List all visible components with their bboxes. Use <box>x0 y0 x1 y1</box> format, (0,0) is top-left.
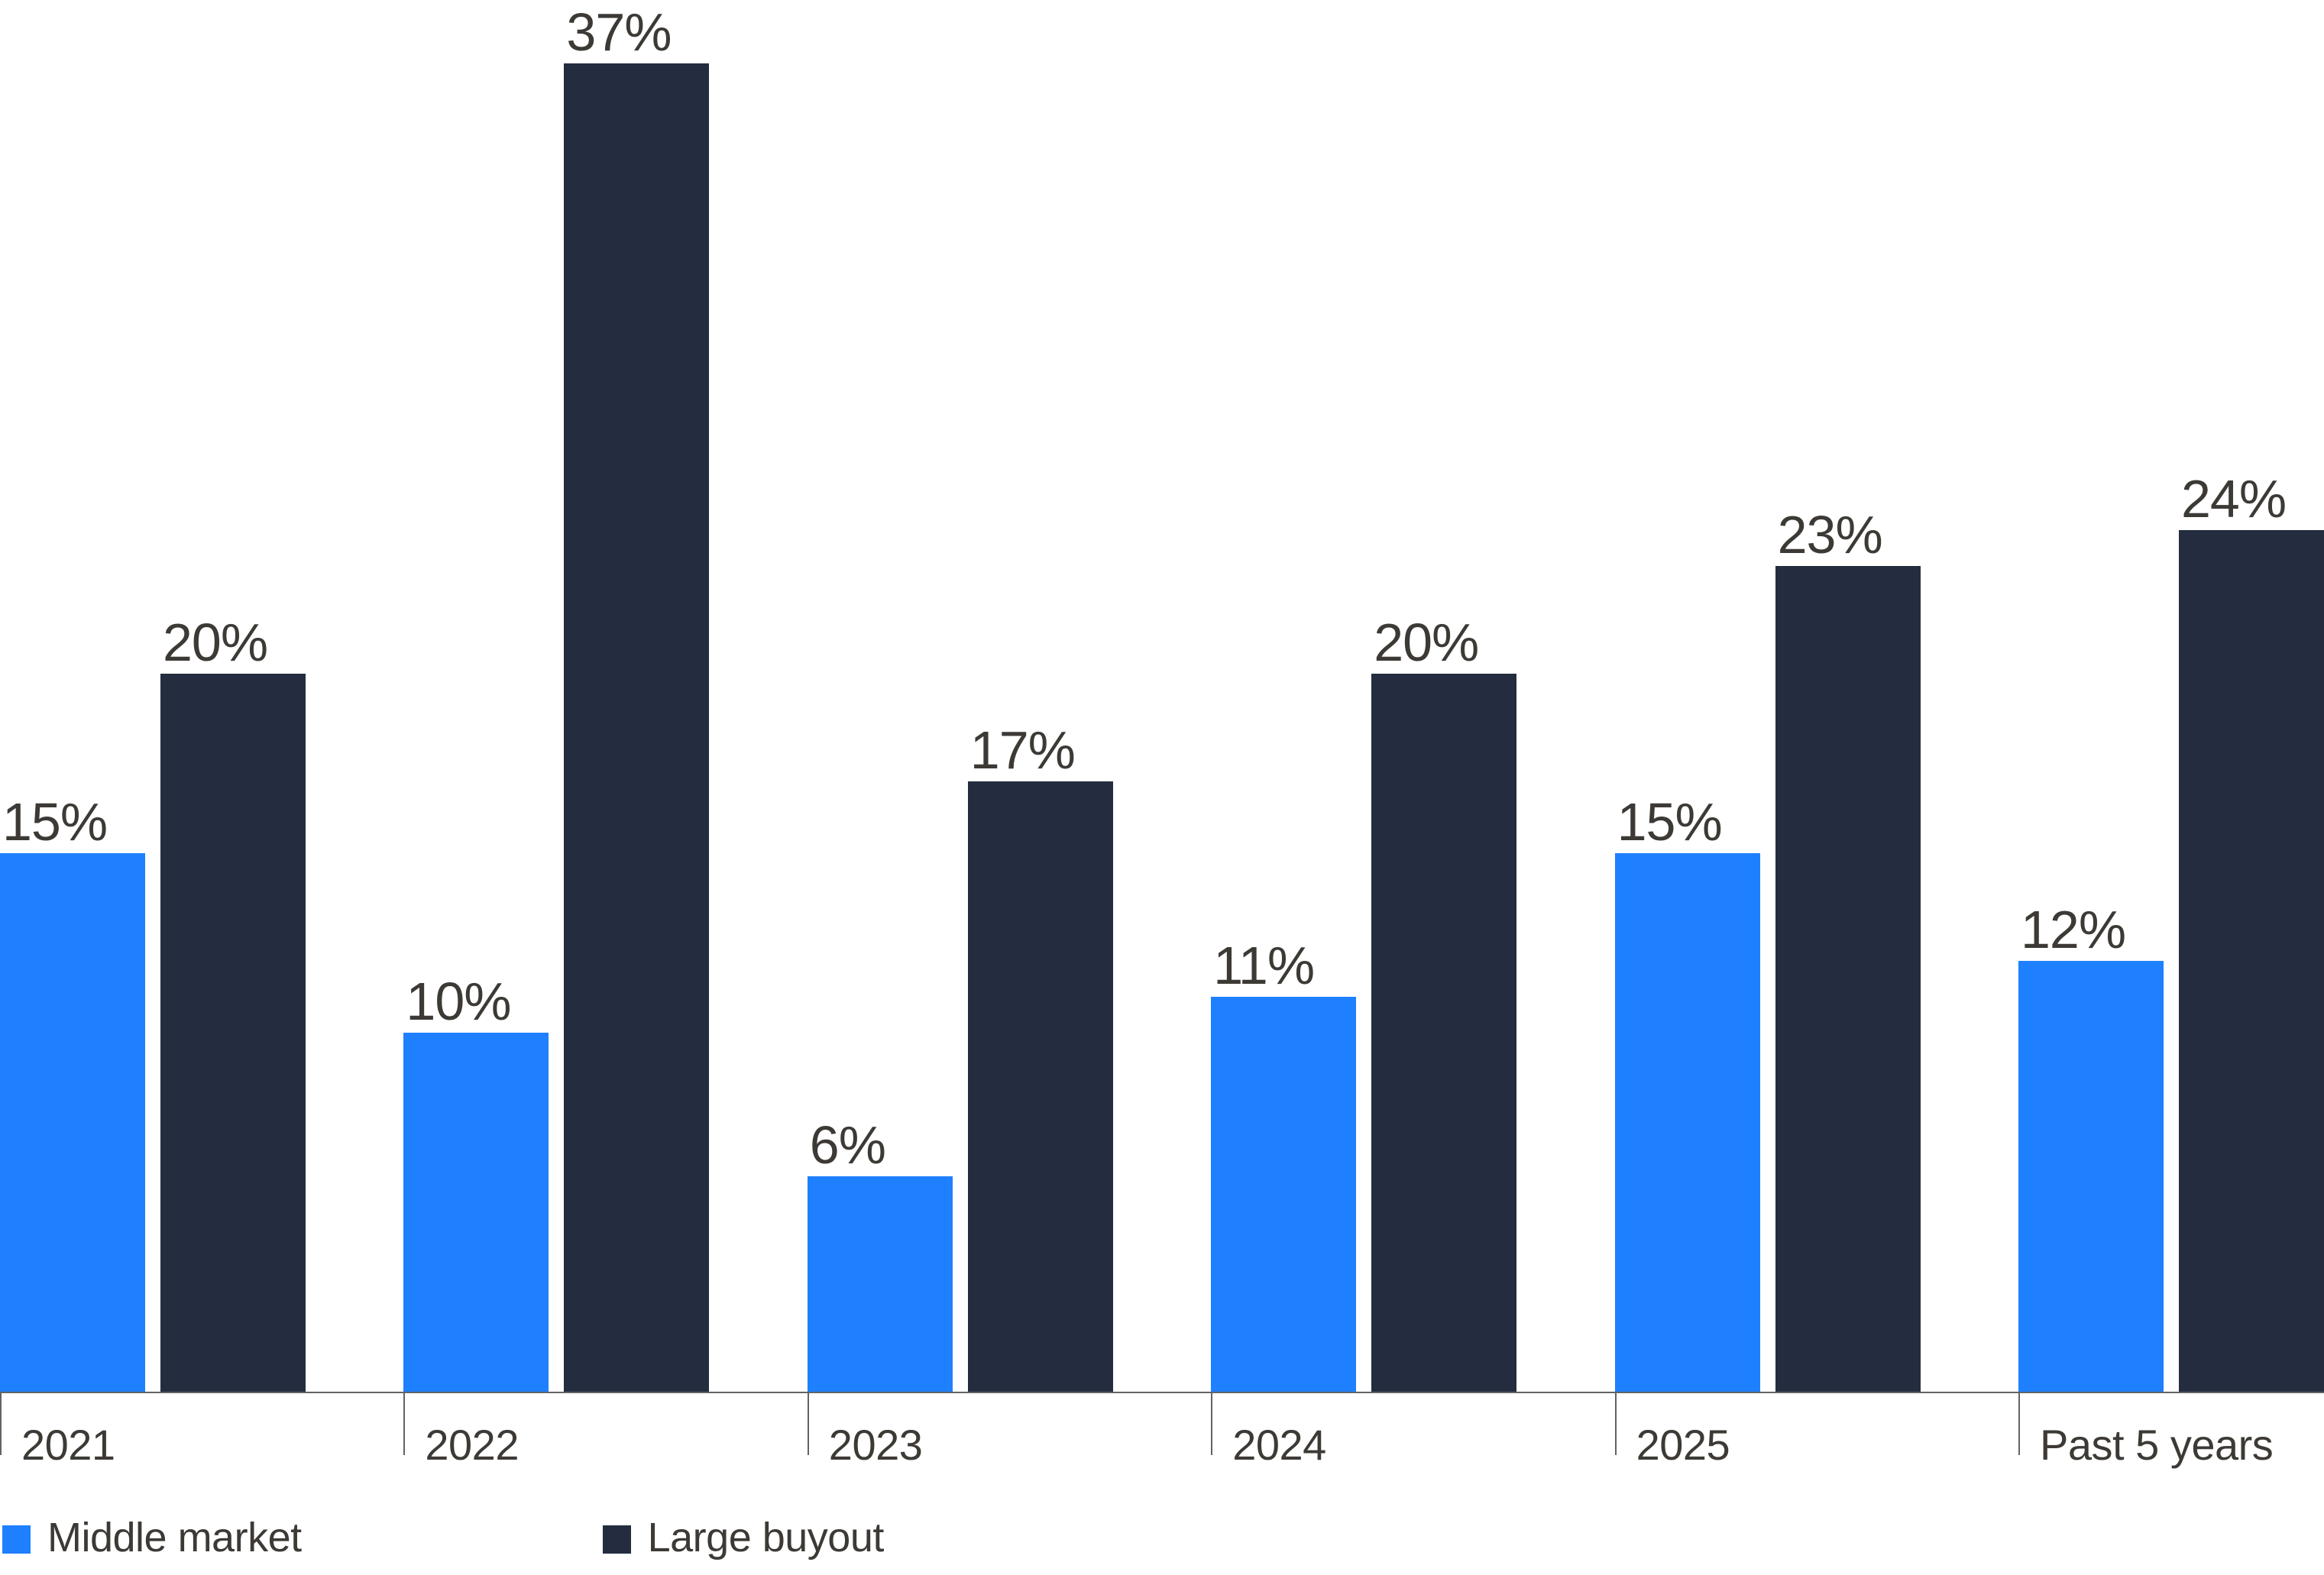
bar-middle-market <box>403 1033 549 1392</box>
legend: Middle market Large buyout <box>2 1515 885 1560</box>
legend-item-middle-market: Middle market <box>2 1515 302 1560</box>
x-axis-label: 2022 <box>425 1421 519 1469</box>
bar-value-label: 10% <box>406 972 511 1031</box>
x-axis-label: 2025 <box>1636 1421 1730 1469</box>
bar-value-label: 23% <box>1777 505 1883 564</box>
bar-value-label: 17% <box>969 720 1076 780</box>
legend-swatch-middle-market <box>2 1525 31 1554</box>
bar-large-buyout <box>967 781 1113 1392</box>
bar-value-label: 12% <box>2021 900 2126 959</box>
bar-middle-market <box>1211 997 1357 1392</box>
x-axis-label: 2024 <box>1232 1421 1326 1469</box>
x-axis-tick <box>0 1392 2 1455</box>
legend-label-middle-market: Middle market <box>47 1515 302 1560</box>
bar-value-label: 20% <box>1374 613 1479 672</box>
bar-large-buyout <box>1371 674 1517 1392</box>
bar-large-buyout <box>160 674 306 1392</box>
x-axis-tick <box>403 1392 406 1455</box>
bar-large-buyout <box>1775 566 1921 1392</box>
bar-middle-market <box>1614 853 1760 1392</box>
plot-area: 15% 20% 10% 37% 6% 17% 11% 20% 15% 23% 12% 24% <box>0 2 2324 1392</box>
x-axis-tick <box>2018 1392 2020 1455</box>
x-axis-label: Past 5 years <box>2040 1421 2274 1469</box>
bar-middle-market <box>807 1176 953 1392</box>
legend-label-large-buyout: Large buyout <box>647 1515 885 1560</box>
x-axis-tick <box>1211 1392 1213 1455</box>
bar-value-label: 6% <box>809 1115 886 1175</box>
bar-value-label: 20% <box>163 613 268 672</box>
bar-value-label: 24% <box>2181 469 2287 529</box>
legend-swatch-large-buyout <box>602 1525 631 1554</box>
x-axis-label: 2023 <box>828 1421 923 1469</box>
x-axis-tick <box>807 1392 809 1455</box>
bar-value-label: 37% <box>566 2 672 62</box>
legend-item-large-buyout: Large buyout <box>602 1515 885 1560</box>
x-axis-line <box>0 1392 2324 1393</box>
x-axis-label: 2021 <box>21 1421 115 1469</box>
bar-large-buyout <box>2179 530 2324 1392</box>
bar-value-label: 15% <box>1617 792 1723 852</box>
bar-middle-market <box>0 853 145 1392</box>
bar-value-label: 11% <box>1213 936 1315 995</box>
x-axis-tick <box>1614 1392 1617 1455</box>
bar-large-buyout <box>564 63 710 1392</box>
bar-middle-market <box>2018 961 2164 1392</box>
bar-value-label: 15% <box>2 792 108 852</box>
